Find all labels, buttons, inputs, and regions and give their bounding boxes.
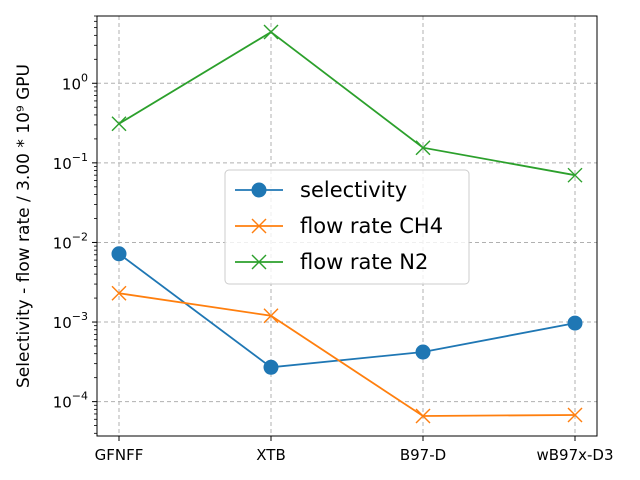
y-tick-base: 10 (53, 394, 72, 412)
data-point (567, 407, 583, 423)
legend: selectivity flow rate CH4 flow rate N2 (224, 169, 470, 285)
data-point (263, 359, 279, 375)
series-line (118, 292, 576, 417)
legend-marker (251, 254, 267, 270)
data-point (415, 408, 431, 424)
y-tick-exponent: −1 (72, 151, 88, 164)
series-line (118, 30, 576, 177)
data-point (263, 24, 279, 40)
y-tick-label: 10−1 (53, 151, 88, 173)
x-tick-label: wB97x-D3 (536, 446, 613, 464)
x-marker-stroke (415, 140, 431, 156)
x-marker-stroke (567, 167, 583, 183)
x-tick-label: GFNFF (95, 446, 144, 464)
legend-entry: flow rate N2 (235, 250, 428, 274)
y-tick-exponent: −3 (72, 310, 88, 323)
y-tick-base: 10 (62, 75, 81, 93)
data-point (567, 167, 583, 183)
x-tick-label: XTB (256, 446, 285, 464)
x-marker-stroke (111, 285, 127, 301)
x-tick-label: B97-D (400, 446, 446, 464)
data-point (415, 344, 431, 360)
legend-label: flow rate CH4 (300, 214, 443, 238)
series-selectivity (111, 246, 583, 375)
plot-area (111, 24, 583, 424)
y-tick-base: 10 (53, 155, 72, 173)
y-tick-base: 10 (53, 234, 72, 252)
x-marker-stroke (415, 408, 431, 424)
y-tick-label: 100 (62, 71, 88, 93)
x-marker-stroke (111, 116, 127, 132)
y-tick-base: 10 (53, 314, 72, 332)
x-marker-stroke (567, 407, 583, 423)
y-tick-label: 10−4 (53, 390, 88, 412)
y-axis-label: Selectivity - flow rate / 3.00 * 10⁹ GPU (14, 64, 34, 388)
x-marker-stroke (251, 218, 267, 234)
legend-marker (251, 182, 267, 198)
legend-label: flow rate N2 (300, 250, 428, 274)
data-point (111, 116, 127, 132)
y-tick-exponent: 0 (81, 71, 88, 84)
series-flow-rate-n2 (111, 24, 583, 183)
x-marker-stroke (251, 254, 267, 270)
x-marker-stroke (263, 308, 279, 324)
plot-frame (96, 15, 598, 437)
data-point (567, 315, 583, 331)
legend-marker (251, 218, 267, 234)
y-tick-exponent: −2 (72, 230, 88, 243)
legend-entry: flow rate CH4 (235, 214, 443, 238)
data-point (111, 246, 127, 262)
legend-box (224, 169, 470, 285)
x-marker-stroke (263, 24, 279, 40)
series-flow-rate-ch4 (111, 285, 583, 424)
y-tick-exponent: −4 (72, 390, 88, 403)
data-point (263, 308, 279, 324)
data-point (111, 285, 127, 301)
legend-label: selectivity (300, 178, 407, 202)
legend-entry: selectivity (235, 178, 407, 202)
y-tick-label: 10−3 (53, 310, 88, 332)
series-line (118, 253, 576, 369)
y-tick-label: 10−2 (53, 230, 88, 252)
data-point (415, 140, 431, 156)
